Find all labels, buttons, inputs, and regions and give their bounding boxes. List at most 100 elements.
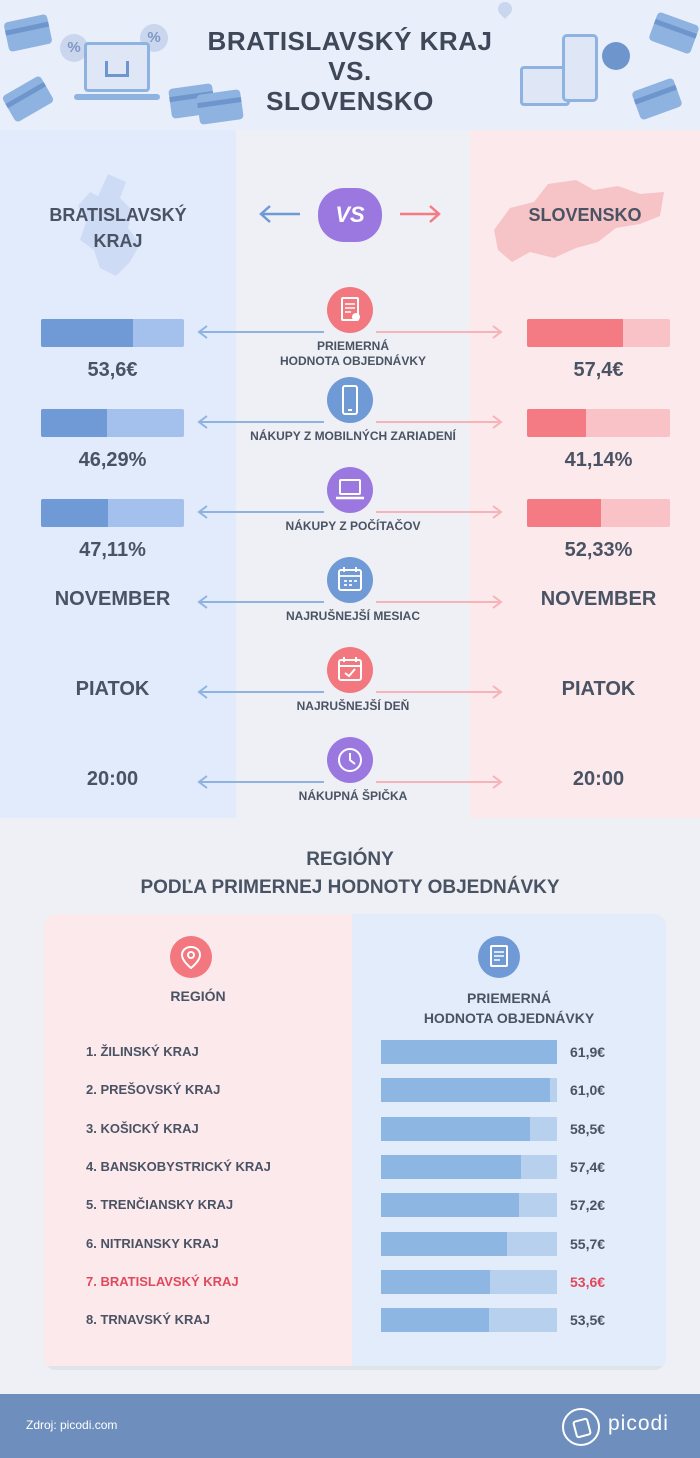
region-value-bar bbox=[381, 1308, 557, 1333]
left-heading-line1: BRATISLAVSKÝ bbox=[49, 205, 187, 225]
left-value: 47,11% bbox=[79, 539, 146, 561]
right-value: 20:00 bbox=[572, 768, 625, 790]
region-value-bar-fill bbox=[381, 1078, 550, 1103]
metric-label: NAJRUŠNEJŠÍ MESIAC bbox=[236, 609, 470, 624]
region-value-bar bbox=[381, 1078, 557, 1103]
left-heading-line2: KRAJ bbox=[93, 231, 143, 251]
calendar-icon bbox=[327, 557, 373, 603]
picodi-logo-icon bbox=[562, 1408, 600, 1446]
arrow-left-icon bbox=[197, 415, 324, 429]
laptop-base bbox=[74, 94, 160, 100]
page-title-line3: SLOVENSKO bbox=[266, 86, 434, 116]
arrow-right-icon bbox=[376, 775, 503, 789]
metric-label: PRIEMERNÁ HODNOTA OBJEDNÁVKY bbox=[236, 339, 470, 369]
metric-label-line1: NÁKUPY Z MOBILNÝCH ZARIADENÍ bbox=[250, 429, 456, 443]
hand-touch-icon bbox=[602, 42, 630, 70]
vs-badge: VS bbox=[318, 188, 382, 242]
region-name: 6. NITRIANSKY KRAJ bbox=[86, 1235, 219, 1251]
metric-label-line2: HODNOTA OBJEDNÁVKY bbox=[279, 354, 426, 368]
brand-name: picodi bbox=[608, 1412, 669, 1435]
right-value: 41,14% bbox=[564, 449, 633, 471]
region-value: 61,9€ bbox=[570, 1044, 606, 1060]
metric-label-line1: NÁKUPNÁ ŠPIČKA bbox=[298, 789, 408, 803]
region-name: 1. ŽILINSKÝ KRAJ bbox=[86, 1044, 199, 1059]
percent-badge-icon: % bbox=[60, 34, 88, 62]
region-value-bar bbox=[381, 1231, 557, 1256]
left-value: NOVEMBER bbox=[54, 588, 171, 610]
bratislava-map-icon bbox=[78, 174, 140, 276]
left-value: 20:00 bbox=[86, 768, 139, 790]
region-value-bar bbox=[381, 1154, 557, 1179]
region-value-bar-fill bbox=[381, 1154, 521, 1179]
clock-icon bbox=[327, 737, 373, 783]
metric-label: NÁKUPY Z MOBILNÝCH ZARIADENÍ bbox=[236, 429, 470, 444]
regions-title-line1: REGIÓNY bbox=[306, 849, 394, 870]
region-name: 5. TRENČIANSKY KRAJ bbox=[86, 1197, 234, 1213]
left-value: 53,6€ bbox=[87, 359, 138, 381]
region-value: 57,4€ bbox=[570, 1158, 606, 1175]
arrow-right-icon bbox=[376, 595, 503, 609]
metric-label: NAJRUŠNEJŠÍ DEŇ bbox=[236, 699, 470, 714]
vs-label: VS bbox=[335, 202, 365, 227]
left-value-bar-fill bbox=[41, 499, 108, 527]
slovakia-map-icon bbox=[494, 180, 664, 262]
left-value: 46,29% bbox=[78, 449, 147, 471]
region-name: 4. BANSKOBYSTRICKÝ KRAJ bbox=[86, 1158, 271, 1174]
value-column-header-line1: PRIEMERNÁ bbox=[466, 990, 551, 1006]
smartphone-icon bbox=[327, 377, 373, 423]
right-value: NOVEMBER bbox=[540, 588, 657, 610]
metric-label-line1: NAJRUŠNEJŠÍ MESIAC bbox=[285, 609, 421, 623]
right-value-bar bbox=[527, 319, 670, 347]
metric-label: NÁKUPNÁ ŠPIČKA bbox=[236, 789, 470, 804]
receipt-icon bbox=[327, 287, 373, 333]
region-value: 53,6€ bbox=[570, 1273, 606, 1290]
left-value-bar bbox=[41, 409, 184, 437]
regions-title: REGIÓNY PODĽA PRIMERNEJ HODNOTY OBJEDNÁV… bbox=[0, 846, 700, 902]
laptop-basket-icon bbox=[84, 42, 150, 92]
right-value-bar bbox=[527, 409, 670, 437]
region-value: 61,0€ bbox=[570, 1082, 606, 1099]
page-title-line1: BRATISLAVSKÝ KRAJ bbox=[207, 26, 493, 56]
region-value-bar-fill bbox=[381, 1116, 530, 1141]
calendar-check-icon bbox=[327, 647, 373, 693]
footer: Zdroj: picodi.com picodi bbox=[0, 1394, 700, 1458]
regions-panel: REGIÓN PRIEMERNÁ HODNOTA OBJEDNÁVKY 1. Ž… bbox=[44, 914, 666, 1370]
value-column-header-line2: HODNOTA OBJEDNÁVKY bbox=[423, 1010, 595, 1026]
arrow-right-icon bbox=[376, 505, 503, 519]
left-value-bar bbox=[41, 499, 184, 527]
right-value: 52,33% bbox=[564, 539, 633, 561]
map-pin-icon bbox=[170, 936, 212, 978]
left-value: PIATOK bbox=[75, 678, 150, 700]
arrow-left-icon bbox=[197, 505, 324, 519]
right-value: 57,4€ bbox=[573, 359, 624, 381]
right-value: PIATOK bbox=[561, 678, 636, 700]
right-heading: SLOVENSKO bbox=[528, 205, 642, 225]
region-value-bar-fill bbox=[381, 1193, 519, 1218]
left-value-bar bbox=[41, 319, 184, 347]
region-name: 3. KOŠICKÝ KRAJ bbox=[86, 1120, 199, 1136]
left-value-bar-fill bbox=[41, 409, 107, 437]
receipt-icon bbox=[478, 936, 520, 978]
right-value-bar bbox=[527, 499, 670, 527]
arrow-right-icon bbox=[376, 415, 503, 429]
page-title-line2: VS. bbox=[328, 56, 372, 86]
arrow-left-icon bbox=[197, 775, 324, 789]
tablet-icon bbox=[520, 66, 570, 106]
regions-panel-left bbox=[44, 914, 352, 1366]
region-value-bar bbox=[381, 1040, 557, 1064]
region-value-bar bbox=[381, 1193, 557, 1218]
region-name: 2. PREŠOVSKÝ KRAJ bbox=[86, 1082, 221, 1098]
region-value: 53,5€ bbox=[570, 1312, 606, 1329]
arrow-right-icon bbox=[400, 205, 441, 223]
arrow-right-icon bbox=[376, 325, 503, 339]
region-value: 55,7€ bbox=[570, 1235, 606, 1252]
metric-label: NÁKUPY Z POČÍTAČOV bbox=[236, 519, 470, 534]
source-text: Zdroj: picodi.com bbox=[26, 1418, 118, 1432]
region-value: 58,5€ bbox=[570, 1120, 606, 1137]
region-value-bar-fill bbox=[381, 1231, 507, 1256]
regions-title-line2: PODĽA PRIMERNEJ HODNOTY OBJEDNÁVKY bbox=[140, 877, 560, 898]
region-name: 7. BRATISLAVSKÝ KRAJ bbox=[86, 1273, 239, 1289]
region-value: 57,2€ bbox=[570, 1197, 606, 1214]
arrow-left-icon bbox=[197, 595, 324, 609]
laptop-icon bbox=[327, 467, 373, 513]
